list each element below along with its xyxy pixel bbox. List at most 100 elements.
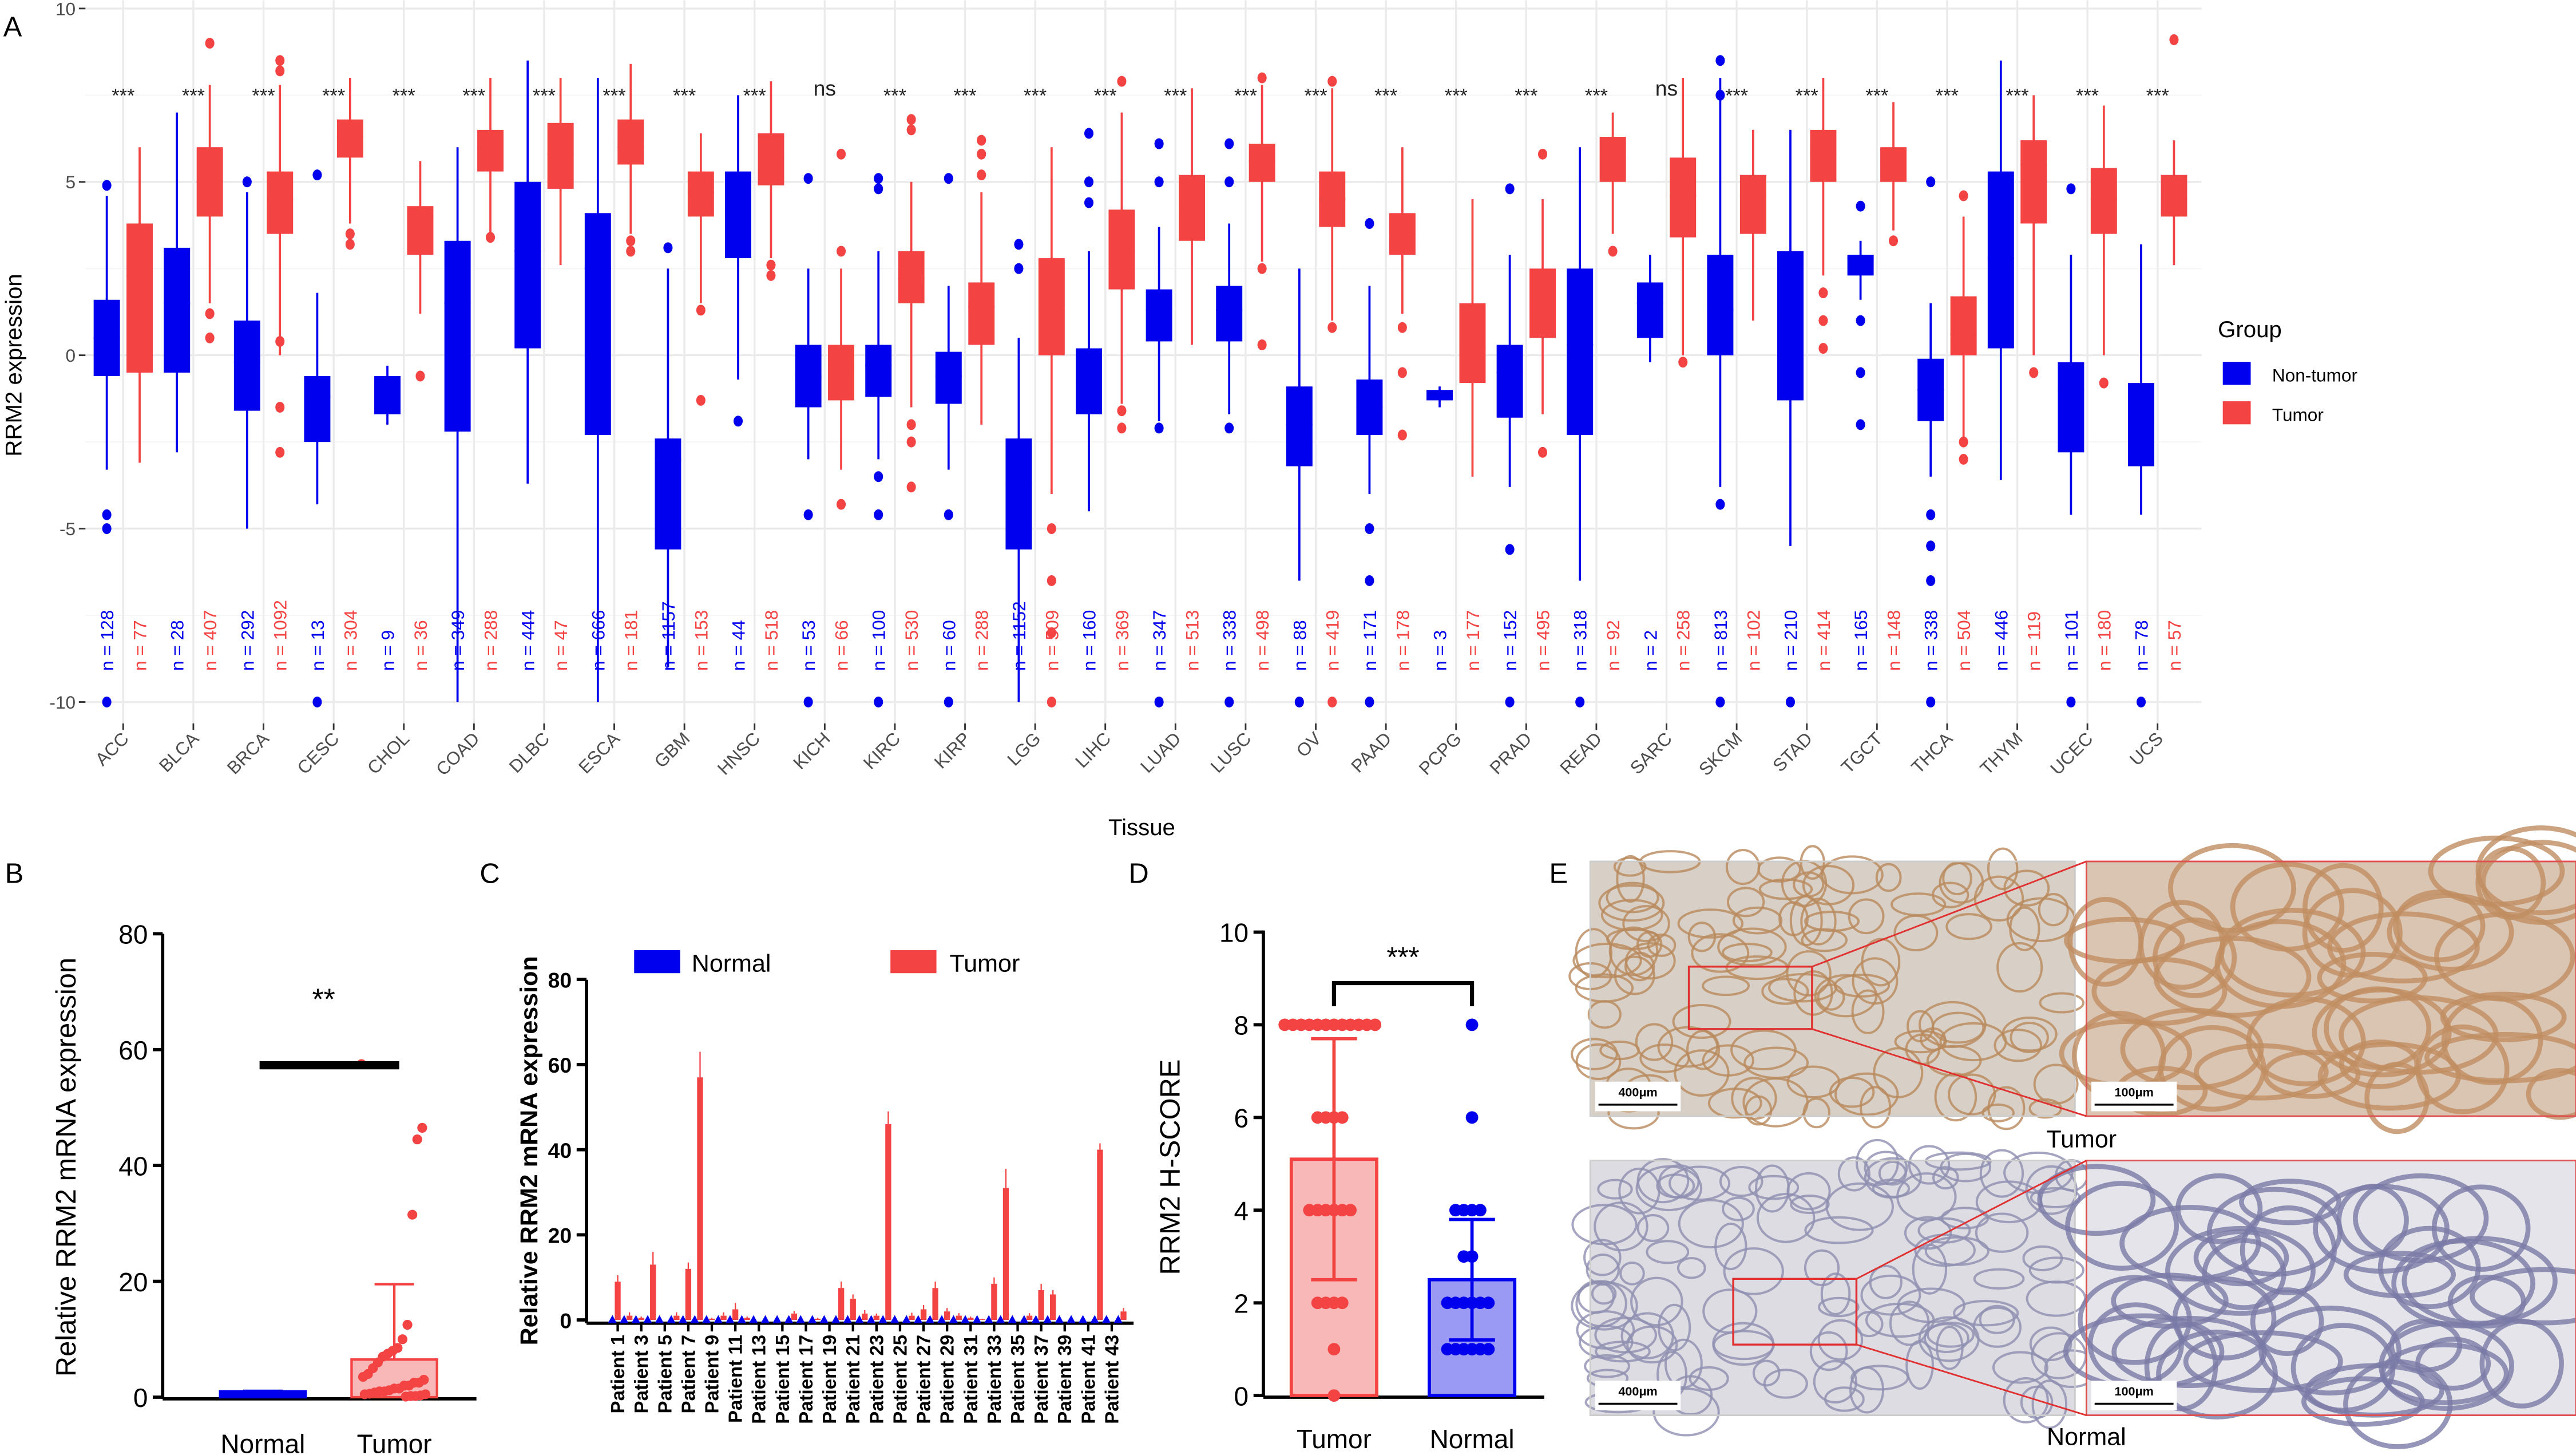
- tissue-structure: [1674, 1049, 1730, 1097]
- x-tick-label: BLCA: [155, 728, 203, 776]
- outlier-point: [874, 509, 883, 520]
- x-tick-label: PRAD: [1485, 728, 1535, 778]
- box-tumor: [1249, 144, 1275, 182]
- box-nontumor: [935, 351, 962, 404]
- normal-bar: [890, 1315, 899, 1323]
- tissue-structure: [2393, 889, 2486, 963]
- significance-label: ***: [2006, 85, 2028, 107]
- normal-bar: [608, 1315, 617, 1323]
- sample-size-label: n = 292: [237, 610, 257, 671]
- tissue-structure: [1620, 1312, 1674, 1359]
- y-tick-label: 6: [1234, 1104, 1249, 1133]
- outlier-point: [977, 135, 986, 146]
- sample-size-label: n = 160: [1079, 610, 1099, 671]
- data-point: [1482, 1343, 1495, 1356]
- outlier-point: [1084, 176, 1094, 188]
- box-nontumor: [1987, 171, 2014, 349]
- sample-size-label: n = 66: [831, 620, 852, 671]
- outlier-point: [1397, 322, 1407, 333]
- x-tick-label: Patient 37: [1031, 1335, 1052, 1424]
- tissue-structure: [1809, 1331, 1848, 1371]
- tissue-structure: [2353, 1173, 2489, 1263]
- y-tick-label: 5: [66, 172, 76, 192]
- x-tick-label: Normal: [1430, 1424, 1515, 1454]
- outlier-point: [415, 370, 425, 382]
- outlier-point: [205, 308, 215, 319]
- outlier-point: [1224, 176, 1234, 188]
- box-nontumor: [1076, 348, 1102, 414]
- outlier-point: [1926, 575, 1936, 586]
- sample-size-label: n = 518: [761, 610, 782, 671]
- tumor-bar: [615, 1282, 621, 1320]
- tissue-structure: [1622, 905, 1670, 943]
- outlier-point: [1505, 697, 1515, 707]
- tissue-structure: [1979, 1149, 2024, 1198]
- x-tick-label: Patient 5: [654, 1335, 675, 1414]
- significance-label: ***: [182, 85, 205, 107]
- outlier-point: [2099, 377, 2109, 389]
- tissue-structure: [1778, 901, 1809, 936]
- sample-size-label: n = 177: [1463, 610, 1483, 671]
- x-tick-label: Patient 27: [913, 1335, 934, 1424]
- tissue-structure: [1918, 1316, 1980, 1362]
- y-tick-label: 10: [56, 0, 76, 19]
- x-tick-label: READ: [1556, 728, 1606, 778]
- tissue-structure: [1707, 1088, 1762, 1119]
- panel-letter-d: D: [1128, 858, 1148, 889]
- panel-letter-e: E: [1549, 858, 1568, 889]
- normal-bar: [796, 1315, 805, 1323]
- tissue-structure: [1945, 913, 1992, 940]
- tissue-structure: [2033, 1063, 2079, 1105]
- scale-bar-background: [2091, 1081, 2177, 1112]
- tissue-structure: [1619, 1261, 1645, 1286]
- tissue-structure: [1575, 973, 1634, 1003]
- tissue-structure: [1813, 1360, 1857, 1404]
- tumor-bar: [626, 1315, 633, 1320]
- data-point: [407, 1209, 418, 1220]
- tissue-structure: [2302, 863, 2384, 953]
- x-tick-label: TGCT: [1837, 728, 1887, 777]
- normal-bar: [855, 1315, 864, 1323]
- tissue-structure: [1850, 1365, 1909, 1391]
- normal-bar: [937, 1315, 946, 1323]
- significance-label: ***: [1865, 85, 1888, 107]
- tumor-low-mag-image: [1568, 845, 2084, 1130]
- outlier-point: [1959, 190, 1968, 201]
- panel-d-hscore-chart: 0 2 4 6 8 10 RRM2 H-SCORE Tumor Normal ***: [1155, 918, 1544, 1454]
- normal-bar: [737, 1315, 746, 1323]
- outlier-point: [1785, 697, 1796, 707]
- outlier-point: [1365, 697, 1374, 707]
- data-point: [359, 1389, 370, 1399]
- box-nontumor: [1777, 251, 1804, 401]
- outlier-point: [1678, 357, 1688, 368]
- box-tumor: [477, 129, 504, 172]
- tissue-structure: [1790, 1195, 1830, 1215]
- x-tick-label: GBM: [650, 728, 693, 772]
- tumor-bar: [685, 1268, 692, 1320]
- data-point: [1465, 1111, 1479, 1124]
- sample-size-label: n = 148: [1884, 610, 1904, 671]
- tumor-bar: [991, 1283, 997, 1320]
- box-tumor: [617, 119, 644, 165]
- tissue-structure: [1849, 1366, 1885, 1414]
- y-tick-label: 0: [1234, 1381, 1249, 1411]
- tissue-structure: [1825, 1182, 1894, 1231]
- x-tick-label: KIRC: [859, 728, 905, 773]
- y-tick-label: 0: [560, 1308, 572, 1333]
- outlier-point: [837, 246, 846, 257]
- tissue-structure: [2475, 825, 2576, 915]
- sample-size-label: n = 47: [550, 620, 571, 671]
- outlier-point: [1818, 315, 1828, 326]
- tissue-structure: [1672, 1003, 1731, 1039]
- tissue-structure: [1891, 892, 1947, 916]
- outlier-point: [312, 697, 322, 707]
- tissue-structure: [1932, 1166, 1959, 1190]
- tissue-structure: [1814, 974, 1878, 1018]
- outlier-point: [1818, 287, 1828, 299]
- scale-bar-label: 100μm: [2115, 1086, 2154, 1100]
- outlier-point: [1959, 453, 1968, 465]
- tissue-structure: [2312, 987, 2452, 1078]
- box-tumor: [336, 119, 363, 158]
